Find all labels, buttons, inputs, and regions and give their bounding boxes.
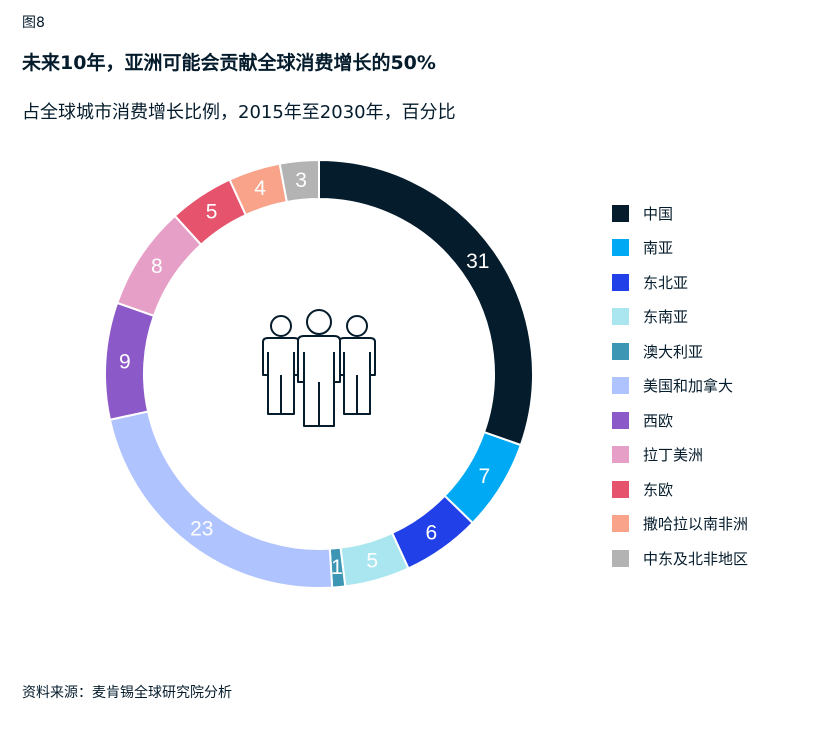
legend-label: 拉丁美洲 [643,446,704,465]
legend-item: 澳大利亚 [612,334,748,369]
legend-item: 东欧 [612,472,748,507]
legend-swatch [612,342,629,360]
legend-label: 澳大利亚 [643,342,704,361]
legend-swatch [612,204,629,222]
legend-swatch [612,515,629,533]
slice-value-label: 7 [479,465,491,488]
legend-label: 东欧 [643,480,674,499]
figure-label: 图8 [22,15,45,31]
legend-swatch [612,549,629,567]
donut-slice [108,410,334,589]
legend-label: 美国和加拿大 [643,377,734,396]
legend-item: 拉丁美洲 [612,438,748,473]
donut-slice [278,158,320,204]
legend-item: 中东及北非地区 [612,541,748,576]
legend-item: 中国 [612,196,748,231]
chart-title: 未来10年，亚洲可能会贡献全球消费增长的50% [22,52,436,74]
legend-swatch [612,377,629,395]
legend-item: 东南亚 [612,300,748,335]
legend-label: 中东及北非地区 [643,549,749,568]
legend-label: 中国 [643,204,674,223]
legend-item: 东北亚 [612,265,748,300]
legend-swatch [612,446,629,464]
slice-value-label: 9 [119,351,131,374]
legend-label: 南亚 [643,239,674,258]
donut-slices [104,158,534,589]
people-group-icon [262,309,376,427]
legend-item: 撒哈拉以南非洲 [612,507,748,542]
slice-value-label: 3 [295,169,307,192]
chart-subtitle: 占全球城市消费增长比例，2015年至2030年，百分比 [22,102,456,123]
legend-label: 东北亚 [643,273,689,292]
chart-legend: 中国南亚东北亚东南亚澳大利亚美国和加拿大 西欧拉丁美洲东欧撒哈拉以南非洲 中东及北非… [612,196,748,576]
source-note: 资料来源：麦肯锡全球研究院分析 [22,685,232,701]
slice-value-label: 8 [151,255,163,278]
legend-swatch [612,239,629,257]
legend-swatch [612,480,629,498]
slice-value-label: 5 [366,550,378,573]
legend-label: 东南亚 [643,308,689,327]
legend-item: 西欧 [612,403,748,438]
legend-label: 西欧 [643,411,674,430]
legend-item: 美国和加拿大 [612,369,748,404]
legend-label: 撒哈拉以南非洲 [643,515,749,534]
slice-value-label: 23 [190,518,213,541]
legend-swatch [612,411,629,429]
legend-item: 南亚 [612,231,748,266]
slice-value-label: 4 [254,177,266,200]
slice-value-label: 5 [206,200,218,223]
slice-value-label: 6 [426,521,438,544]
slice-value-label: 1 [331,556,343,579]
slice-value-label: 31 [466,250,489,273]
legend-swatch [612,273,629,291]
legend-swatch [612,308,629,326]
